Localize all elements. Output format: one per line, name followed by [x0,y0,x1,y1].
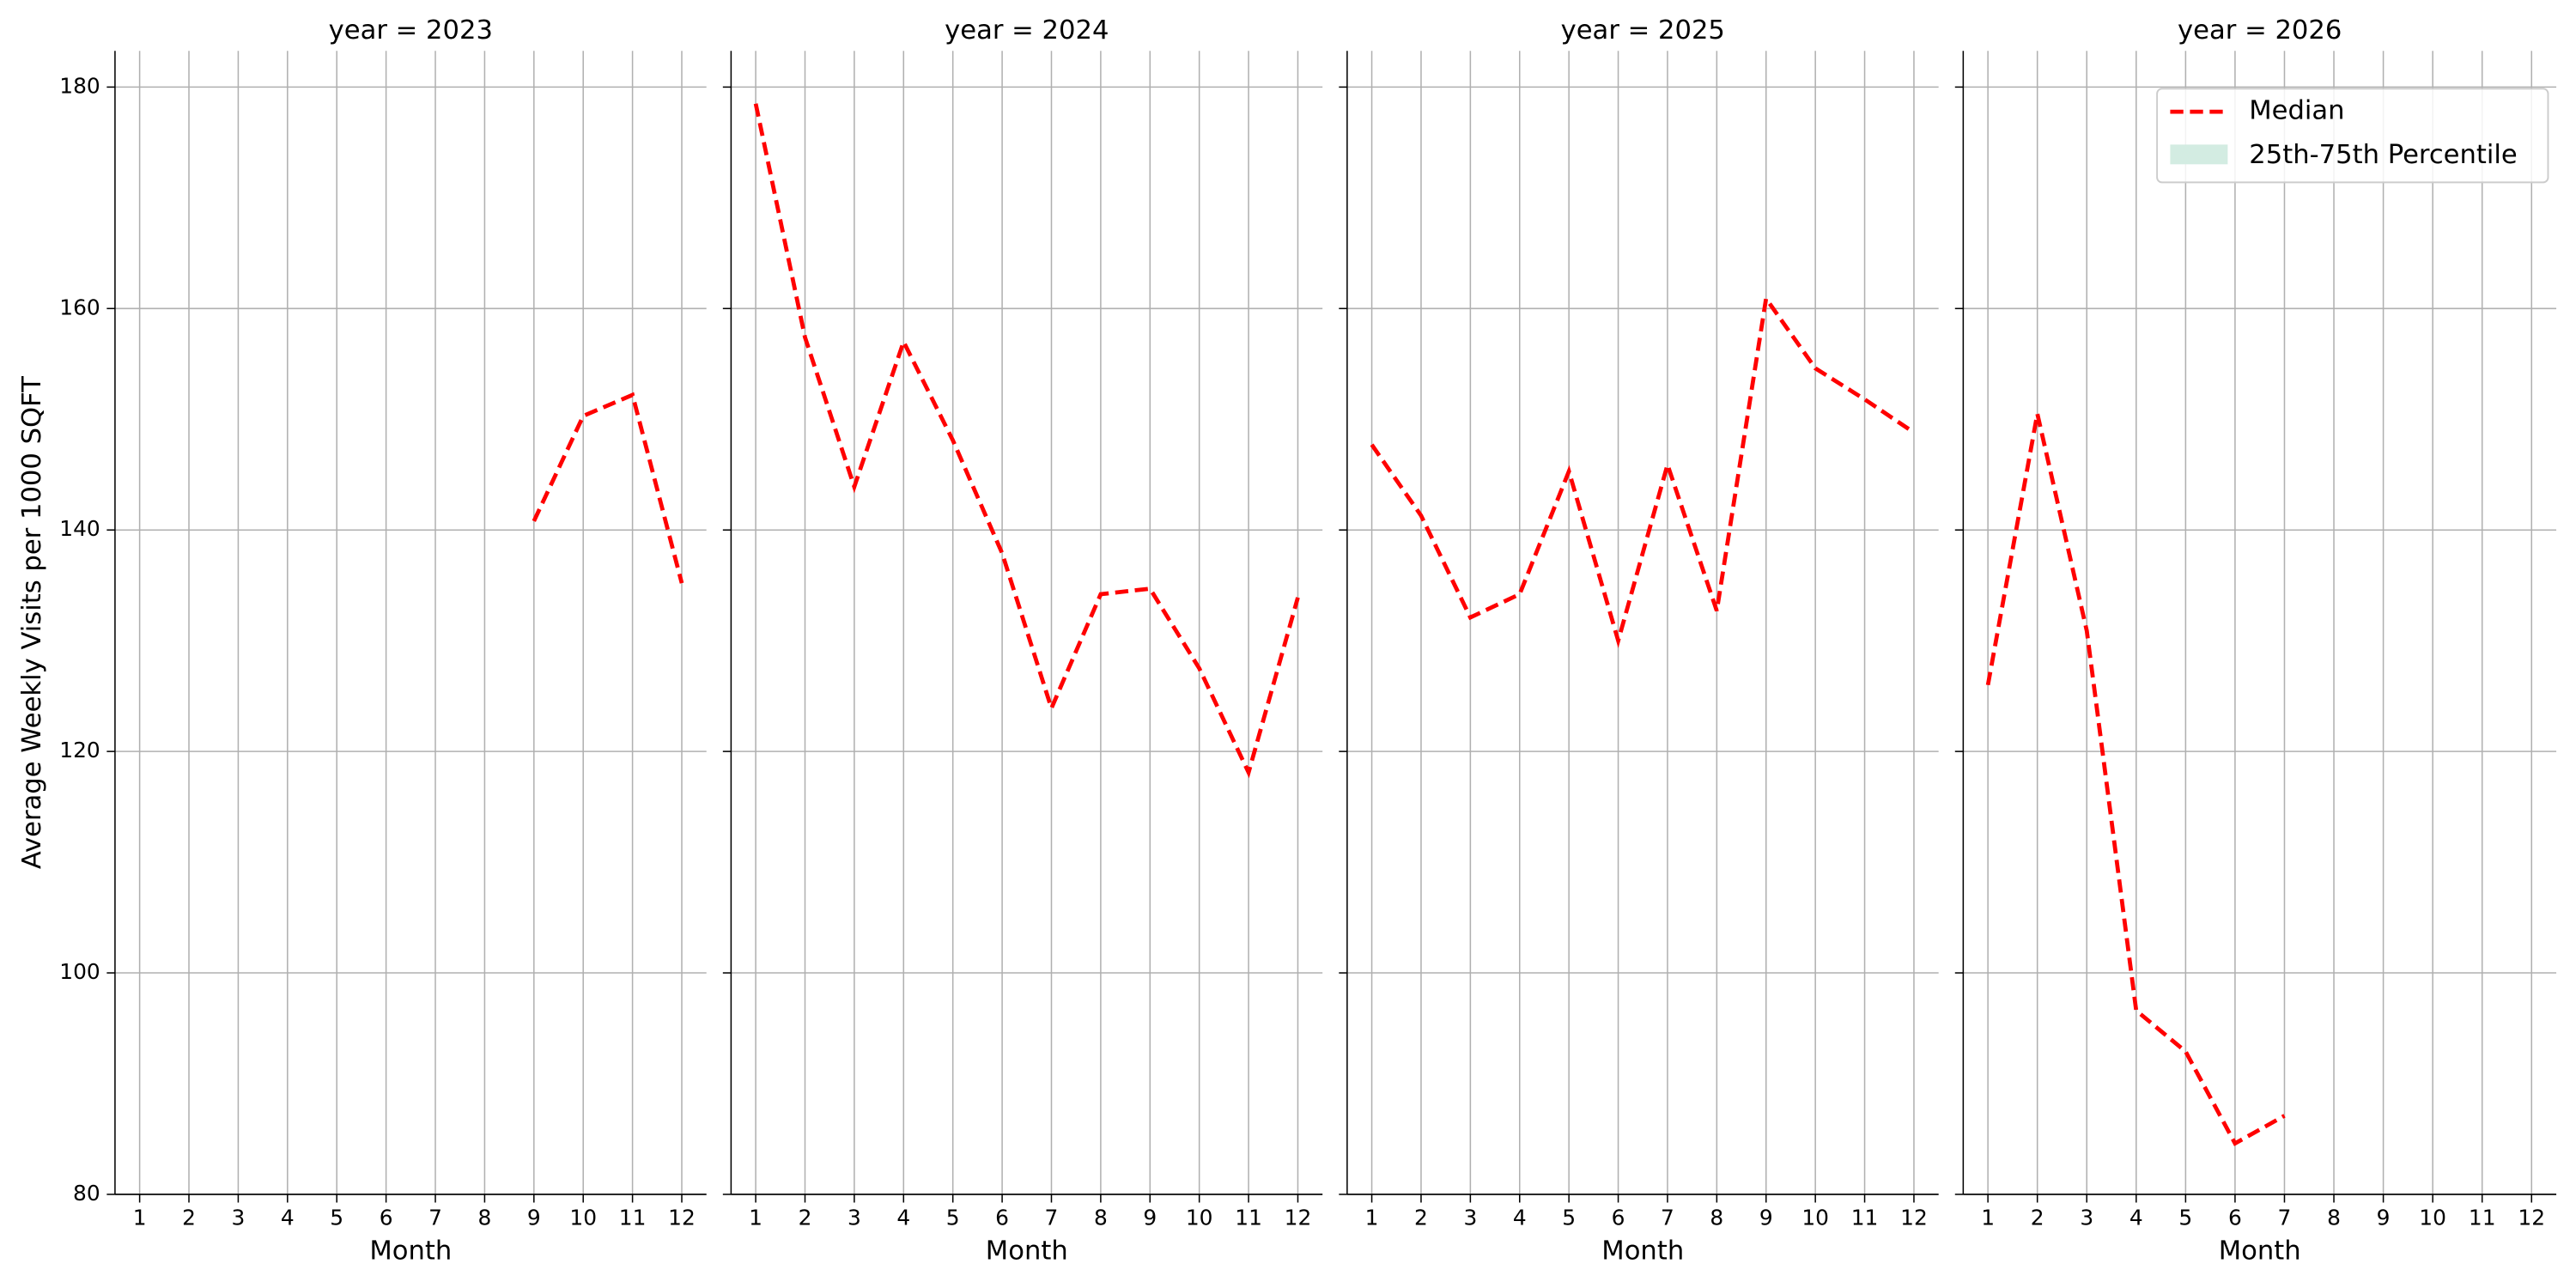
x-tick-label: 5 [1562,1206,1576,1230]
x-tick-label: 2 [2031,1206,2044,1230]
median-line [1985,413,2286,1146]
median-line [532,392,684,584]
x-tick-label: 5 [330,1206,343,1230]
x-tick-label: 12 [1900,1206,1928,1230]
x-tick-label: 11 [619,1206,647,1230]
x-tick-label: 12 [2518,1206,2545,1230]
x-tick-label: 10 [569,1206,597,1230]
x-tick-label: 9 [1143,1206,1157,1230]
x-tick-label: 10 [2419,1206,2446,1230]
y-axis-label: Average Weekly Visits per 1000 SQFT [17,376,47,869]
y-tick-label: 160 [59,295,100,319]
x-tick-label: 1 [133,1206,147,1230]
x-tick-label: 7 [2278,1206,2292,1230]
y-tick-label: 100 [59,959,100,984]
legend-box [2156,88,2549,184]
x-tick-label: 7 [1661,1206,1674,1230]
x-tick-label: 5 [2178,1206,2192,1230]
x-tick-label: 10 [1186,1206,1213,1230]
x-tick-label: 6 [1612,1206,1625,1230]
x-tick-label: 11 [1235,1206,1262,1230]
x-tick-label: 8 [2327,1206,2341,1230]
x-tick-label: 4 [1513,1206,1527,1230]
x-tick-label: 5 [946,1206,960,1230]
y-tick-label: 120 [59,738,100,762]
x-tick-label: 8 [1710,1206,1723,1230]
x-tick-label: 7 [1045,1206,1059,1230]
x-tick-label: 9 [2377,1206,2391,1230]
median-line [753,103,1300,779]
x-tick-label: 12 [668,1206,696,1230]
x-tick-label: 3 [848,1206,861,1230]
panel-title: year = 2024 [945,15,1109,46]
x-tick-label: 6 [995,1206,1009,1230]
y-tick-label: 80 [73,1181,100,1206]
x-tick-label: 9 [1759,1206,1773,1230]
legend-band-swatch [2170,144,2228,165]
legend-label: Median [2249,96,2344,126]
legend: Median 25th-75th Percentile [2156,88,2549,184]
x-tick-label: 7 [428,1206,442,1230]
x-tick-label: 3 [232,1206,246,1230]
panel-title: year = 2025 [1561,15,1725,46]
x-tick-label: 12 [1285,1206,1312,1230]
panel-title: year = 2026 [2178,15,2342,46]
x-tick-label: 1 [1365,1206,1379,1230]
x-axis-label: Month [1601,1236,1684,1266]
x-axis-label: Month [986,1236,1068,1266]
x-axis-label: Month [2219,1236,2301,1266]
x-tick-label: 11 [1851,1206,1879,1230]
x-tick-label: 10 [1801,1206,1829,1230]
x-tick-label: 6 [380,1206,393,1230]
x-tick-label: 2 [1414,1206,1428,1230]
x-tick-label: 4 [2129,1206,2143,1230]
x-tick-label: 8 [1094,1206,1108,1230]
x-tick-label: 2 [182,1206,196,1230]
x-tick-label: 3 [1463,1206,1477,1230]
x-axis-label: Month [369,1236,452,1266]
x-tick-label: 3 [2080,1206,2093,1230]
x-tick-label: 8 [477,1206,491,1230]
median-line [1370,293,1916,648]
x-tick-label: 1 [1981,1206,1995,1230]
y-tick-label: 140 [59,516,100,541]
x-tick-label: 6 [2228,1206,2242,1230]
x-tick-label: 4 [896,1206,910,1230]
x-tick-label: 9 [527,1206,541,1230]
x-tick-label: 4 [281,1206,295,1230]
panel-title: year = 2023 [329,15,493,46]
x-tick-label: 2 [799,1206,812,1230]
x-tick-label: 11 [2469,1206,2496,1230]
legend-label: 25th-75th Percentile [2249,140,2518,170]
y-tick-label: 180 [59,73,100,98]
x-tick-label: 1 [749,1206,762,1230]
